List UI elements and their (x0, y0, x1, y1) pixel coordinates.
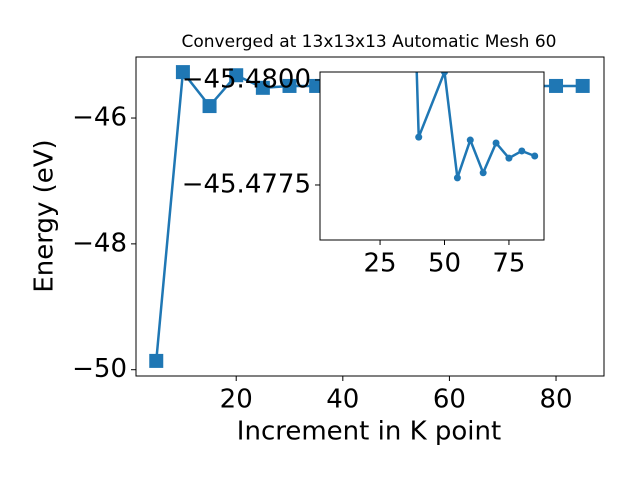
series-line (415, 72, 536, 179)
y-tick-label: −45.4775 (182, 169, 311, 199)
x-axis-label: Increment in K point (237, 417, 501, 447)
point-marker (229, 68, 244, 83)
axes-frame (319, 71, 545, 241)
point-marker (575, 78, 590, 93)
y-tick-label: −46 (72, 103, 127, 133)
point-marker (282, 78, 297, 93)
point-marker (505, 154, 513, 162)
y-tick-label: −48 (72, 228, 127, 258)
point-marker (492, 139, 500, 147)
point-marker (441, 72, 449, 76)
y-tick-label: −45.4800 (182, 64, 311, 94)
plot-clip (415, 72, 539, 182)
point-marker (549, 78, 564, 93)
axes-frame (135, 56, 605, 377)
y-axis-label: Energy (eV) (30, 139, 60, 292)
x-tick-label: 75 (492, 249, 525, 279)
point-marker (531, 152, 539, 160)
point-marker (466, 136, 474, 144)
x-tick-label: 80 (539, 385, 572, 415)
point-marker (202, 99, 217, 114)
x-tick-label: 40 (326, 385, 359, 415)
point-marker (518, 147, 526, 155)
point-marker (175, 65, 190, 80)
point-marker (255, 80, 270, 95)
x-tick-label: 20 (220, 385, 253, 415)
point-marker (149, 353, 164, 368)
point-marker (415, 133, 423, 141)
point-marker (479, 169, 487, 177)
x-tick-label: 25 (364, 249, 397, 279)
x-tick-label: 50 (428, 249, 461, 279)
y-tick-label: −50 (72, 354, 127, 384)
chart-title: Converged at 13x13x13 Automatic Mesh 60 (182, 32, 557, 52)
x-tick-label: 60 (433, 385, 466, 415)
point-marker (453, 174, 461, 182)
